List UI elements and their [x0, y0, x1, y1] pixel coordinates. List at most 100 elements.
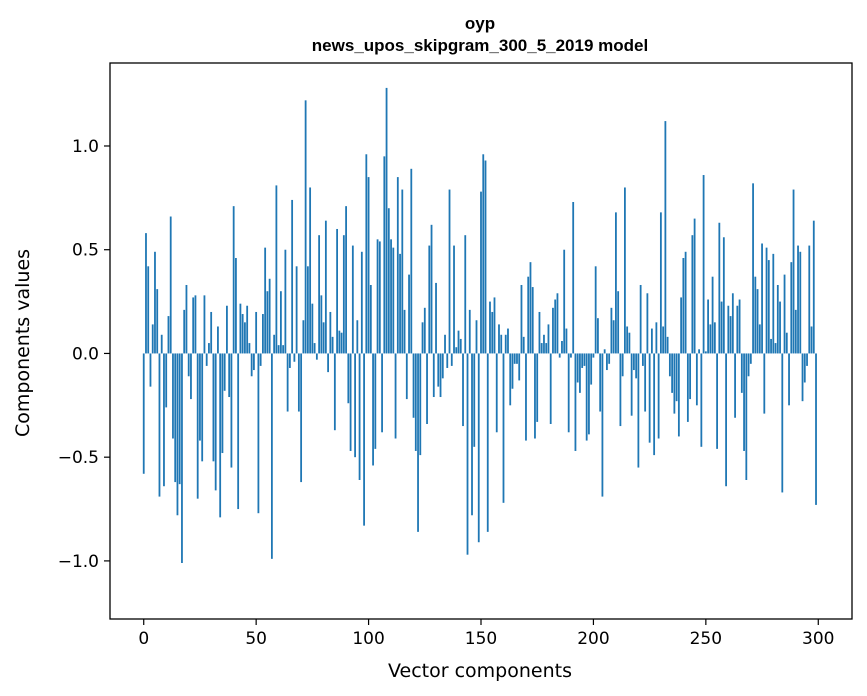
bar: [637, 353, 640, 468]
bar: [572, 202, 575, 354]
bar: [538, 311, 541, 354]
bar: [295, 266, 298, 354]
bar: [351, 245, 354, 354]
chart-title: oyp: [465, 14, 495, 33]
bar: [680, 297, 683, 354]
bar: [509, 353, 512, 406]
bar: [801, 353, 804, 402]
bar: [558, 353, 561, 358]
bar: [677, 353, 680, 437]
x-tick-label: 200: [577, 629, 609, 649]
bar: [270, 353, 273, 559]
bar: [462, 353, 464, 427]
bar: [700, 353, 703, 447]
bar: [576, 353, 579, 383]
bar: [493, 297, 496, 354]
bar: [248, 343, 251, 354]
x-tick-label: 50: [245, 629, 267, 649]
bar: [392, 247, 395, 354]
bar: [621, 353, 624, 377]
x-axis-label: Vector components: [388, 660, 572, 682]
bar: [169, 216, 172, 354]
bar: [480, 191, 482, 354]
bar: [284, 249, 287, 354]
bar: [277, 345, 280, 354]
bar: [199, 353, 201, 441]
bar: [223, 353, 226, 391]
bar: [390, 239, 392, 354]
bar: [428, 245, 431, 354]
bar: [201, 353, 204, 462]
bar: [758, 324, 761, 354]
bar: [210, 311, 213, 354]
bar: [147, 266, 150, 354]
y-tick-label: 1.0: [72, 137, 99, 157]
bar: [457, 330, 460, 354]
bar: [561, 341, 563, 354]
bar: [522, 336, 525, 354]
bar: [520, 284, 523, 354]
bar: [513, 353, 516, 364]
bar: [718, 222, 721, 354]
bar: [563, 249, 566, 354]
bar: [615, 212, 617, 354]
bar: [781, 353, 784, 493]
bar: [244, 322, 246, 354]
bar: [266, 291, 269, 354]
bar: [196, 353, 199, 499]
bar: [217, 326, 219, 354]
bar: [650, 328, 653, 354]
bar: [190, 353, 192, 400]
bar: [286, 353, 289, 412]
bar: [734, 353, 736, 418]
bar: [264, 247, 267, 354]
bar: [356, 320, 359, 354]
bar: [500, 334, 503, 354]
bar: [338, 330, 341, 354]
bar: [246, 305, 249, 354]
bar: [765, 247, 768, 354]
bar: [288, 353, 291, 368]
y-tick-label: −0.5: [58, 448, 99, 468]
y-axis-label: Components values: [12, 249, 34, 437]
bar: [354, 353, 356, 458]
bar: [313, 343, 316, 354]
bar: [628, 332, 631, 354]
bar: [464, 235, 467, 354]
bar: [570, 353, 572, 358]
bar: [426, 353, 428, 424]
bar: [597, 318, 599, 354]
bar: [192, 297, 195, 354]
bar: [770, 338, 772, 354]
bar: [646, 293, 649, 354]
bar: [725, 353, 727, 487]
bar: [145, 233, 147, 354]
bar: [151, 324, 154, 354]
bar: [149, 353, 152, 387]
bar: [154, 251, 156, 354]
bar: [785, 332, 788, 354]
bar: [749, 353, 752, 364]
bar: [752, 183, 754, 354]
bar: [556, 293, 559, 354]
bar: [203, 295, 206, 354]
bar: [644, 353, 647, 412]
bar: [345, 206, 347, 354]
bar: [547, 324, 550, 354]
bar: [684, 251, 687, 354]
bar: [417, 353, 419, 532]
bar: [585, 353, 588, 441]
bar: [293, 353, 296, 362]
axis-ticks: 0 50 100 150 200 250 300 −1.0 −0.5 0.0 0.5 1.0: [58, 137, 835, 649]
bar: [498, 324, 500, 354]
bar: [812, 220, 815, 354]
bar: [747, 353, 750, 377]
bar: [754, 276, 757, 354]
bar: [304, 100, 307, 354]
bar: [588, 353, 590, 435]
bar: [329, 311, 332, 354]
bar: [363, 353, 365, 526]
bar: [441, 353, 444, 379]
bar: [165, 353, 168, 408]
bar: [214, 353, 217, 491]
